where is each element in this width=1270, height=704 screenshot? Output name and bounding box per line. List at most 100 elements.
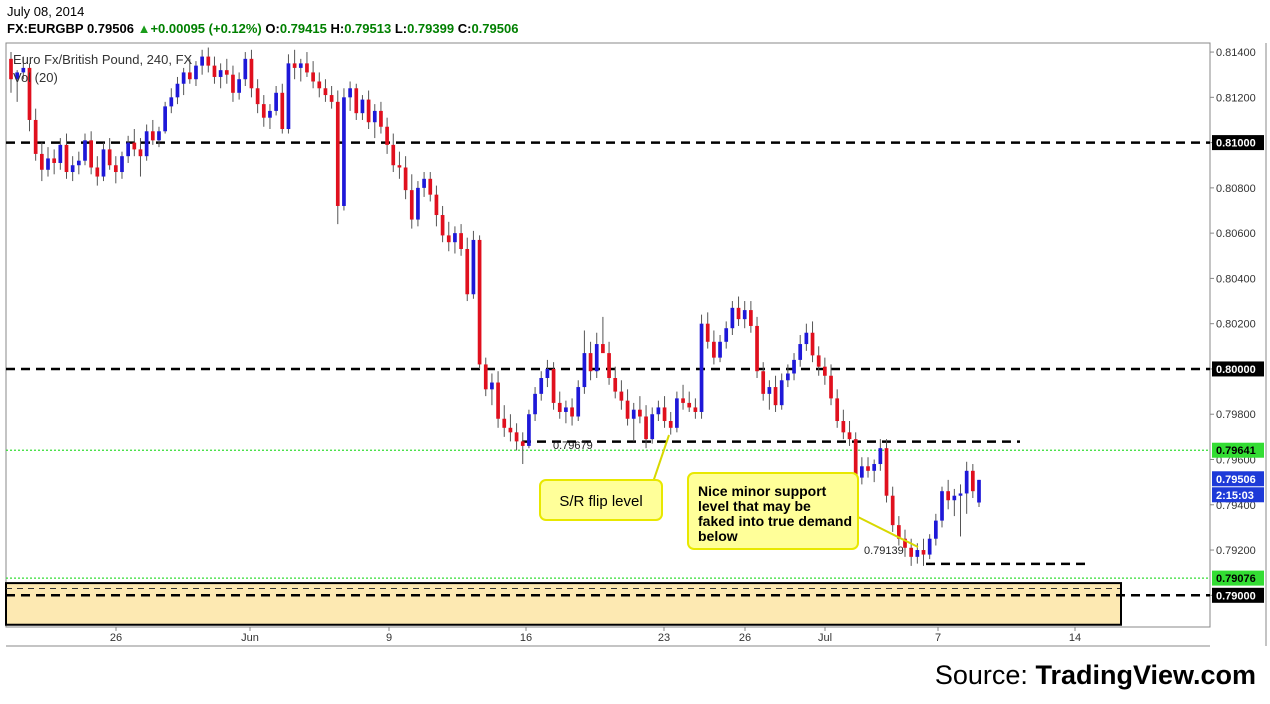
- candle-body-96[interactable]: [601, 344, 605, 354]
- candle-body-57[interactable]: [360, 99, 365, 114]
- candle-body-68[interactable]: [428, 178, 433, 195]
- candle-body-81[interactable]: [508, 427, 513, 433]
- candle-body-24[interactable]: [157, 131, 161, 141]
- candle-body-107[interactable]: [668, 421, 673, 428]
- candle-body-31[interactable]: [200, 56, 204, 66]
- candle-body-41[interactable]: [261, 104, 266, 118]
- candle-body-2[interactable]: [21, 67, 26, 73]
- candle-body-102[interactable]: [638, 409, 642, 417]
- candle-body-6[interactable]: [46, 158, 50, 170]
- candle-body-73[interactable]: [459, 233, 463, 249]
- candle-body-128[interactable]: [798, 344, 803, 360]
- candle-body-32[interactable]: [206, 56, 211, 66]
- candle-body-42[interactable]: [268, 110, 272, 118]
- candle-body-108[interactable]: [675, 398, 679, 428]
- candle-body-74[interactable]: [465, 248, 470, 295]
- demand-zone-box[interactable]: [5, 582, 1122, 626]
- candle-body-105[interactable]: [656, 407, 661, 415]
- candle-body-89[interactable]: [557, 402, 562, 412]
- candle-body-67[interactable]: [422, 178, 426, 188]
- candle-body-0[interactable]: [9, 58, 13, 80]
- candle-body-153[interactable]: [952, 495, 957, 501]
- candle-body-15[interactable]: [101, 149, 106, 177]
- candle-body-155[interactable]: [964, 470, 969, 494]
- source-brand[interactable]: TradingView.com: [1035, 660, 1256, 690]
- candle-body-99[interactable]: [619, 391, 624, 401]
- candle-body-20[interactable]: [132, 142, 137, 150]
- candle-body-12[interactable]: [83, 140, 87, 161]
- candle-body-78[interactable]: [490, 382, 494, 390]
- candle-body-124[interactable]: [773, 387, 778, 406]
- candle-body-44[interactable]: [280, 92, 285, 130]
- candle-body-138[interactable]: [860, 466, 864, 478]
- candle-body-140[interactable]: [872, 464, 877, 471]
- candle-body-72[interactable]: [453, 233, 457, 243]
- candle-body-118[interactable]: [736, 307, 741, 320]
- candle-body-123[interactable]: [767, 387, 772, 394]
- candle-body-106[interactable]: [662, 407, 667, 422]
- candle-body-88[interactable]: [551, 368, 556, 403]
- candle-body-17[interactable]: [113, 165, 118, 173]
- candle-body-4[interactable]: [33, 119, 38, 154]
- candle-body-135[interactable]: [841, 421, 846, 433]
- candle-body-131[interactable]: [816, 355, 821, 367]
- candle-body-101[interactable]: [631, 409, 636, 419]
- candle-body-152[interactable]: [946, 491, 951, 501]
- candle-body-30[interactable]: [194, 65, 198, 80]
- candle-body-54[interactable]: [342, 97, 346, 206]
- candle-body-91[interactable]: [570, 407, 574, 417]
- candle-body-136[interactable]: [847, 432, 852, 440]
- candle-body-79[interactable]: [496, 382, 500, 419]
- candle-body-76[interactable]: [477, 239, 482, 365]
- candle-body-93[interactable]: [582, 353, 587, 388]
- candle-body-55[interactable]: [348, 88, 352, 98]
- candle-body-3[interactable]: [27, 67, 32, 120]
- candle-body-92[interactable]: [576, 387, 581, 417]
- candle-body-134[interactable]: [835, 398, 840, 422]
- candle-body-116[interactable]: [724, 328, 729, 342]
- candle-body-145[interactable]: [903, 538, 907, 548]
- candle-body-90[interactable]: [564, 407, 568, 412]
- candle-body-70[interactable]: [440, 215, 445, 236]
- candle-body-8[interactable]: [58, 144, 63, 163]
- candle-body-62[interactable]: [391, 144, 396, 166]
- candle-body-87[interactable]: [545, 368, 550, 379]
- candle-body-53[interactable]: [335, 101, 340, 206]
- candle-body-36[interactable]: [231, 74, 235, 93]
- candle-body-117[interactable]: [730, 307, 735, 329]
- candle-body-113[interactable]: [705, 323, 710, 342]
- candle-body-37[interactable]: [237, 79, 241, 93]
- candle-body-43[interactable]: [274, 92, 278, 111]
- candle-body-156[interactable]: [970, 470, 975, 492]
- candle-body-148[interactable]: [921, 550, 926, 555]
- candle-body-21[interactable]: [138, 149, 143, 157]
- candle-body-28[interactable]: [181, 72, 186, 84]
- candle-body-84[interactable]: [527, 414, 531, 446]
- candle-body-110[interactable]: [687, 402, 692, 408]
- candle-body-51[interactable]: [323, 88, 328, 96]
- candle-body-50[interactable]: [317, 81, 322, 89]
- candle-body-141[interactable]: [878, 448, 883, 465]
- candle-body-86[interactable]: [539, 378, 544, 394]
- candle-body-129[interactable]: [804, 332, 809, 345]
- candle-body-65[interactable]: [409, 190, 414, 220]
- candle-body-97[interactable]: [607, 353, 611, 379]
- volume-indicator-label[interactable]: Vol (20): [13, 70, 58, 85]
- candle-body-39[interactable]: [249, 58, 254, 89]
- candle-body-154[interactable]: [958, 493, 963, 496]
- candle-body-85[interactable]: [533, 393, 537, 415]
- candle-body-33[interactable]: [212, 65, 217, 77]
- symbol[interactable]: FX:EURGBP: [7, 21, 84, 36]
- candle-body-144[interactable]: [896, 525, 901, 539]
- candle-body-100[interactable]: [625, 400, 630, 419]
- candle-body-56[interactable]: [354, 88, 359, 114]
- candle-body-35[interactable]: [224, 70, 229, 75]
- candle-body-157[interactable]: [977, 479, 981, 503]
- candle-body-146[interactable]: [909, 547, 914, 557]
- candle-body-143[interactable]: [890, 495, 895, 526]
- candle-body-63[interactable]: [397, 165, 402, 168]
- candlestick-series[interactable]: [9, 47, 981, 566]
- candle-body-27[interactable]: [175, 83, 180, 98]
- candle-body-122[interactable]: [761, 371, 766, 394]
- candle-body-11[interactable]: [76, 160, 81, 166]
